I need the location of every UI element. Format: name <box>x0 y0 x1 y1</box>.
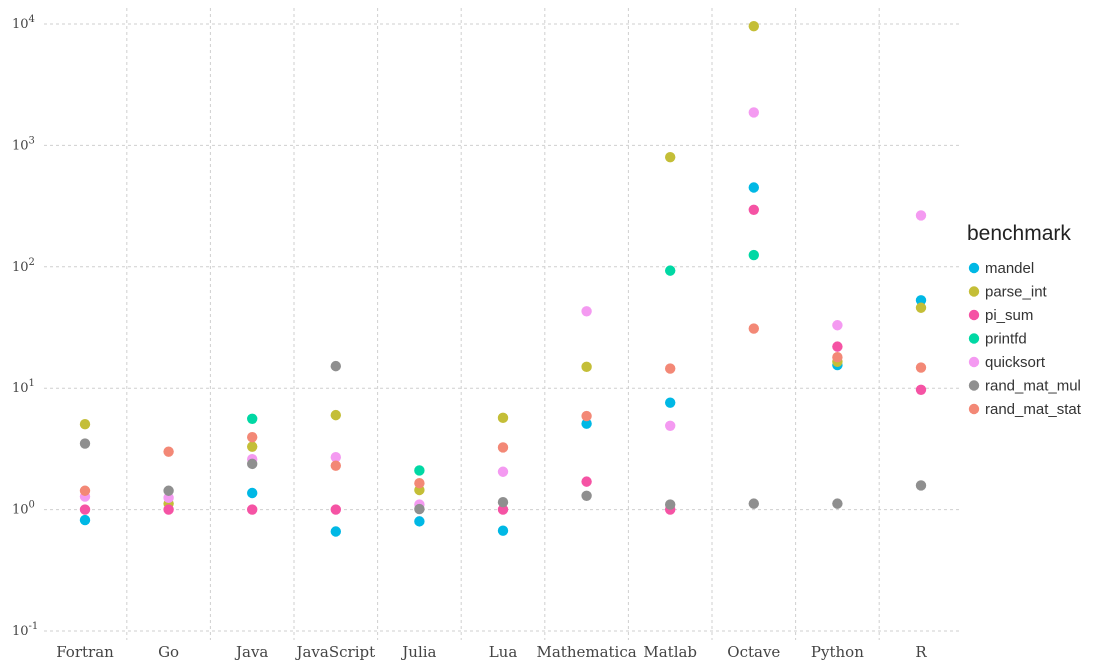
point-rand_mat_mul-Python <box>832 498 843 509</box>
x-tick-label: Java <box>234 643 268 661</box>
point-parse_int-Fortran <box>79 419 91 430</box>
point-rand_mat_stat-Julia <box>414 477 425 489</box>
legend-label-rand_mat_mul: rand_mat_mul <box>985 378 1081 395</box>
x-tick-label: Lua <box>489 643 518 661</box>
x-tick-label: Matlab <box>643 643 697 661</box>
y-tick-label: 102 <box>12 257 35 275</box>
point-mandel-R <box>915 295 927 306</box>
point-rand_mat_stat-Python <box>832 352 843 363</box>
point-quicksort-R <box>915 210 927 221</box>
point-mandel-JavaScript <box>330 526 341 537</box>
point-rand_mat_mul-Lua <box>497 497 509 508</box>
point-mandel-Lua <box>497 525 509 536</box>
x-tick-label: Octave <box>727 643 780 661</box>
x-axis-ticks: Fortran Go Java JavaScript Julia Lua Mathemati… <box>56 643 927 661</box>
legend-key-printfd <box>968 333 980 344</box>
point-quicksort-JavaScript <box>330 452 341 463</box>
point-pi_sum-JavaScript <box>330 504 341 515</box>
point-pi_sum-Java <box>247 504 258 515</box>
point-parse_int-Lua <box>497 412 509 424</box>
point-printfd-Java <box>247 413 258 424</box>
point-rand_mat_mul-Go <box>163 485 174 496</box>
y-axis-ticks: 10-1 100 101 102 103 104 <box>12 14 38 639</box>
legend-label-printfd: printfd <box>985 331 1027 348</box>
point-pi_sum-Lua <box>497 504 509 515</box>
point-parse_int-Matlab <box>665 151 676 163</box>
point-parse_int-Mathematica <box>581 361 592 373</box>
point-rand_mat_stat-Go <box>163 446 174 457</box>
point-quicksort-Mathematica <box>581 306 592 317</box>
legend-key-pi_sum <box>968 309 980 321</box>
point-pi_sum-Octave <box>748 204 759 215</box>
x-tick-label: Mathematica <box>536 643 636 661</box>
point-mandel-Java <box>247 487 258 499</box>
legend-key-quicksort <box>968 356 980 368</box>
point-quicksort-Matlab <box>665 420 676 432</box>
y-tick-label: 101 <box>12 378 35 396</box>
point-parse_int-JavaScript <box>330 409 341 421</box>
x-tick-label: Go <box>158 643 179 661</box>
point-parse_int-Java <box>247 441 258 452</box>
point-printfd-Matlab <box>665 265 676 276</box>
point-rand_mat_stat-Lua <box>497 442 509 453</box>
point-quicksort-Lua <box>497 466 509 477</box>
point-rand_mat_mul-Julia <box>414 503 425 515</box>
point-pi_sum-Python <box>832 341 843 352</box>
point-rand_mat_stat-Octave <box>748 323 759 334</box>
point-quicksort-Python <box>832 320 843 331</box>
x-tick-label: Python <box>811 643 864 661</box>
point-mandel-Julia <box>414 516 425 527</box>
point-printfd-Julia <box>414 465 425 476</box>
point-rand_mat_stat-Java <box>247 431 258 443</box>
point-pi_sum-Go <box>163 504 174 515</box>
legend-label-mandel: mandel <box>985 260 1034 277</box>
point-rand_mat_stat-JavaScript <box>330 460 341 471</box>
point-rand_mat_stat-Fortran <box>79 485 91 496</box>
point-parse_int-R <box>915 302 927 313</box>
point-printfd-Octave <box>748 249 759 261</box>
point-rand_mat_stat-Matlab <box>665 363 676 374</box>
point-rand_mat_mul-R <box>915 480 927 491</box>
legend-key-parse_int <box>968 286 980 297</box>
x-tick-label: R <box>915 643 927 661</box>
y-tick-label: 103 <box>12 135 35 153</box>
legend-label-parse_int: parse_int <box>985 284 1048 301</box>
grid-lines <box>44 8 960 640</box>
legend-title: benchmark <box>967 222 1071 245</box>
y-tick-label: 10-1 <box>12 621 38 639</box>
x-tick-label: Julia <box>400 643 436 661</box>
legend-key-mandel <box>968 262 980 274</box>
point-rand_mat_stat-Mathematica <box>581 410 592 422</box>
legend-key-rand_mat_stat <box>968 403 980 415</box>
point-pi_sum-R <box>915 384 927 396</box>
point-parse_int-Octave <box>748 20 759 32</box>
point-mandel-Octave <box>748 182 759 193</box>
point-pi_sum-Fortran <box>79 504 91 515</box>
point-rand_mat_stat-R <box>915 362 927 373</box>
point-rand_mat_mul-Matlab <box>665 499 676 510</box>
legend-key-rand_mat_mul <box>968 380 980 391</box>
x-tick-label: Fortran <box>56 643 114 661</box>
point-mandel-Matlab <box>665 397 676 408</box>
y-tick-label: 100 <box>12 500 35 518</box>
legend-label-pi_sum: pi_sum <box>985 307 1033 324</box>
point-mandel-Mathematica <box>581 418 592 429</box>
legend-label-rand_mat_stat: rand_mat_stat <box>985 401 1082 418</box>
point-quicksort-Octave <box>748 107 759 118</box>
x-tick-label: JavaScript <box>294 643 375 661</box>
point-rand_mat_mul-Java <box>247 458 258 470</box>
point-rand_mat_mul-Mathematica <box>581 490 592 501</box>
point-rand_mat_mul-Fortran <box>79 438 91 449</box>
point-rand_mat_mul-Octave <box>748 498 759 509</box>
point-pi_sum-Mathematica <box>581 476 592 487</box>
legend-label-quicksort: quicksort <box>985 354 1046 371</box>
y-tick-label: 104 <box>12 14 35 32</box>
point-rand_mat_mul-JavaScript <box>330 360 341 372</box>
data-points <box>79 20 927 537</box>
point-mandel-Fortran <box>79 514 91 526</box>
